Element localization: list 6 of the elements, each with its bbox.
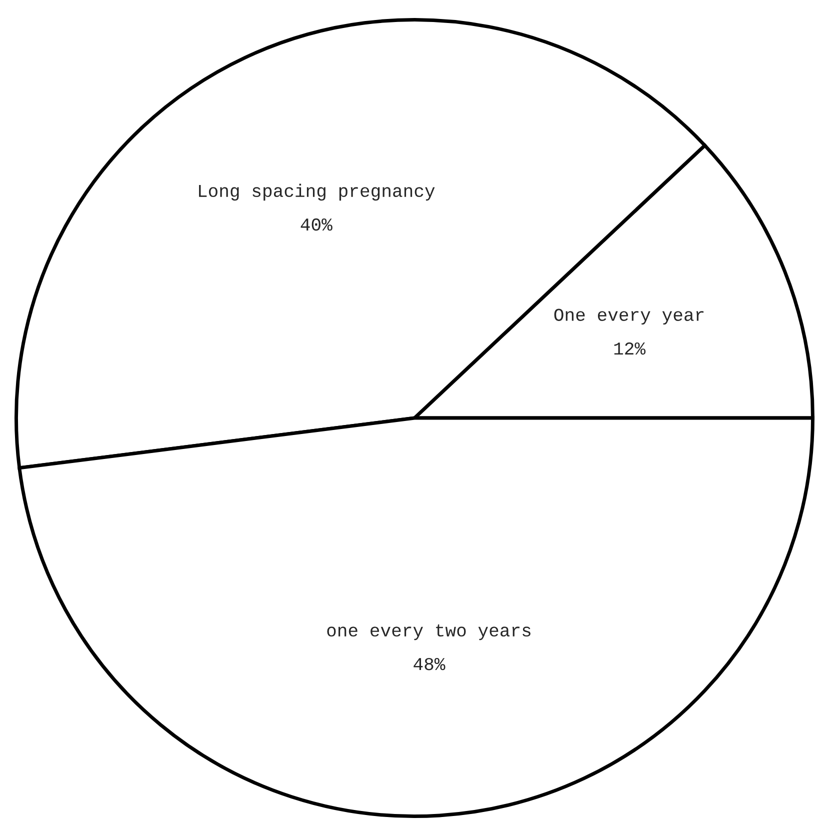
data-label: 12% (614, 342, 646, 355)
slice-label: One every year (554, 308, 704, 325)
data-label: 40% (300, 218, 332, 231)
slice-label: one every two years (327, 624, 530, 640)
slice-label: Long spacing pregnancy (199, 184, 435, 201)
data-label: 48% (414, 658, 446, 670)
